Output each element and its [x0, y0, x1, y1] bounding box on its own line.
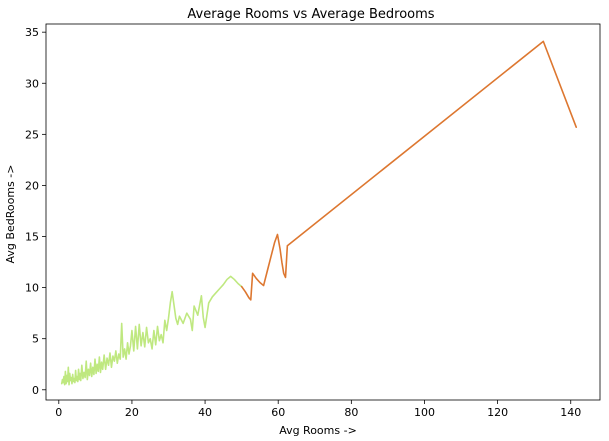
x-tick-label: 140 [560, 406, 581, 419]
series-line-2 [240, 40, 578, 301]
x-tick-label: 100 [414, 406, 435, 419]
x-tick-label: 40 [198, 406, 212, 419]
y-tick-label: 5 [32, 333, 39, 346]
chart-title: Average Rooms vs Average Bedrooms [187, 7, 434, 22]
y-tick-label: 30 [25, 77, 39, 90]
x-axis-title: Avg Rooms -> [279, 424, 357, 437]
x-tick-label: 80 [344, 406, 358, 419]
x-tick-label: 20 [125, 406, 139, 419]
y-tick-label: 0 [32, 384, 39, 397]
y-tick-label: 15 [25, 231, 39, 244]
axes-frame [45, 23, 601, 401]
y-tick-label: 25 [25, 128, 39, 141]
x-tick-label: 0 [55, 406, 62, 419]
series-line-1 [60, 275, 243, 386]
plot-area: 0 20 40 60 80 100 120 140 0 5 10 15 20 25 30 35 [25, 23, 601, 419]
x-tick-label: 120 [487, 406, 508, 419]
y-tick-label: 35 [25, 26, 39, 39]
y-tick-label: 20 [25, 179, 39, 192]
y-tick-label: 10 [25, 282, 39, 295]
x-tick-label: 60 [271, 406, 285, 419]
y-axis-title: Avg BedRooms -> [4, 165, 17, 264]
